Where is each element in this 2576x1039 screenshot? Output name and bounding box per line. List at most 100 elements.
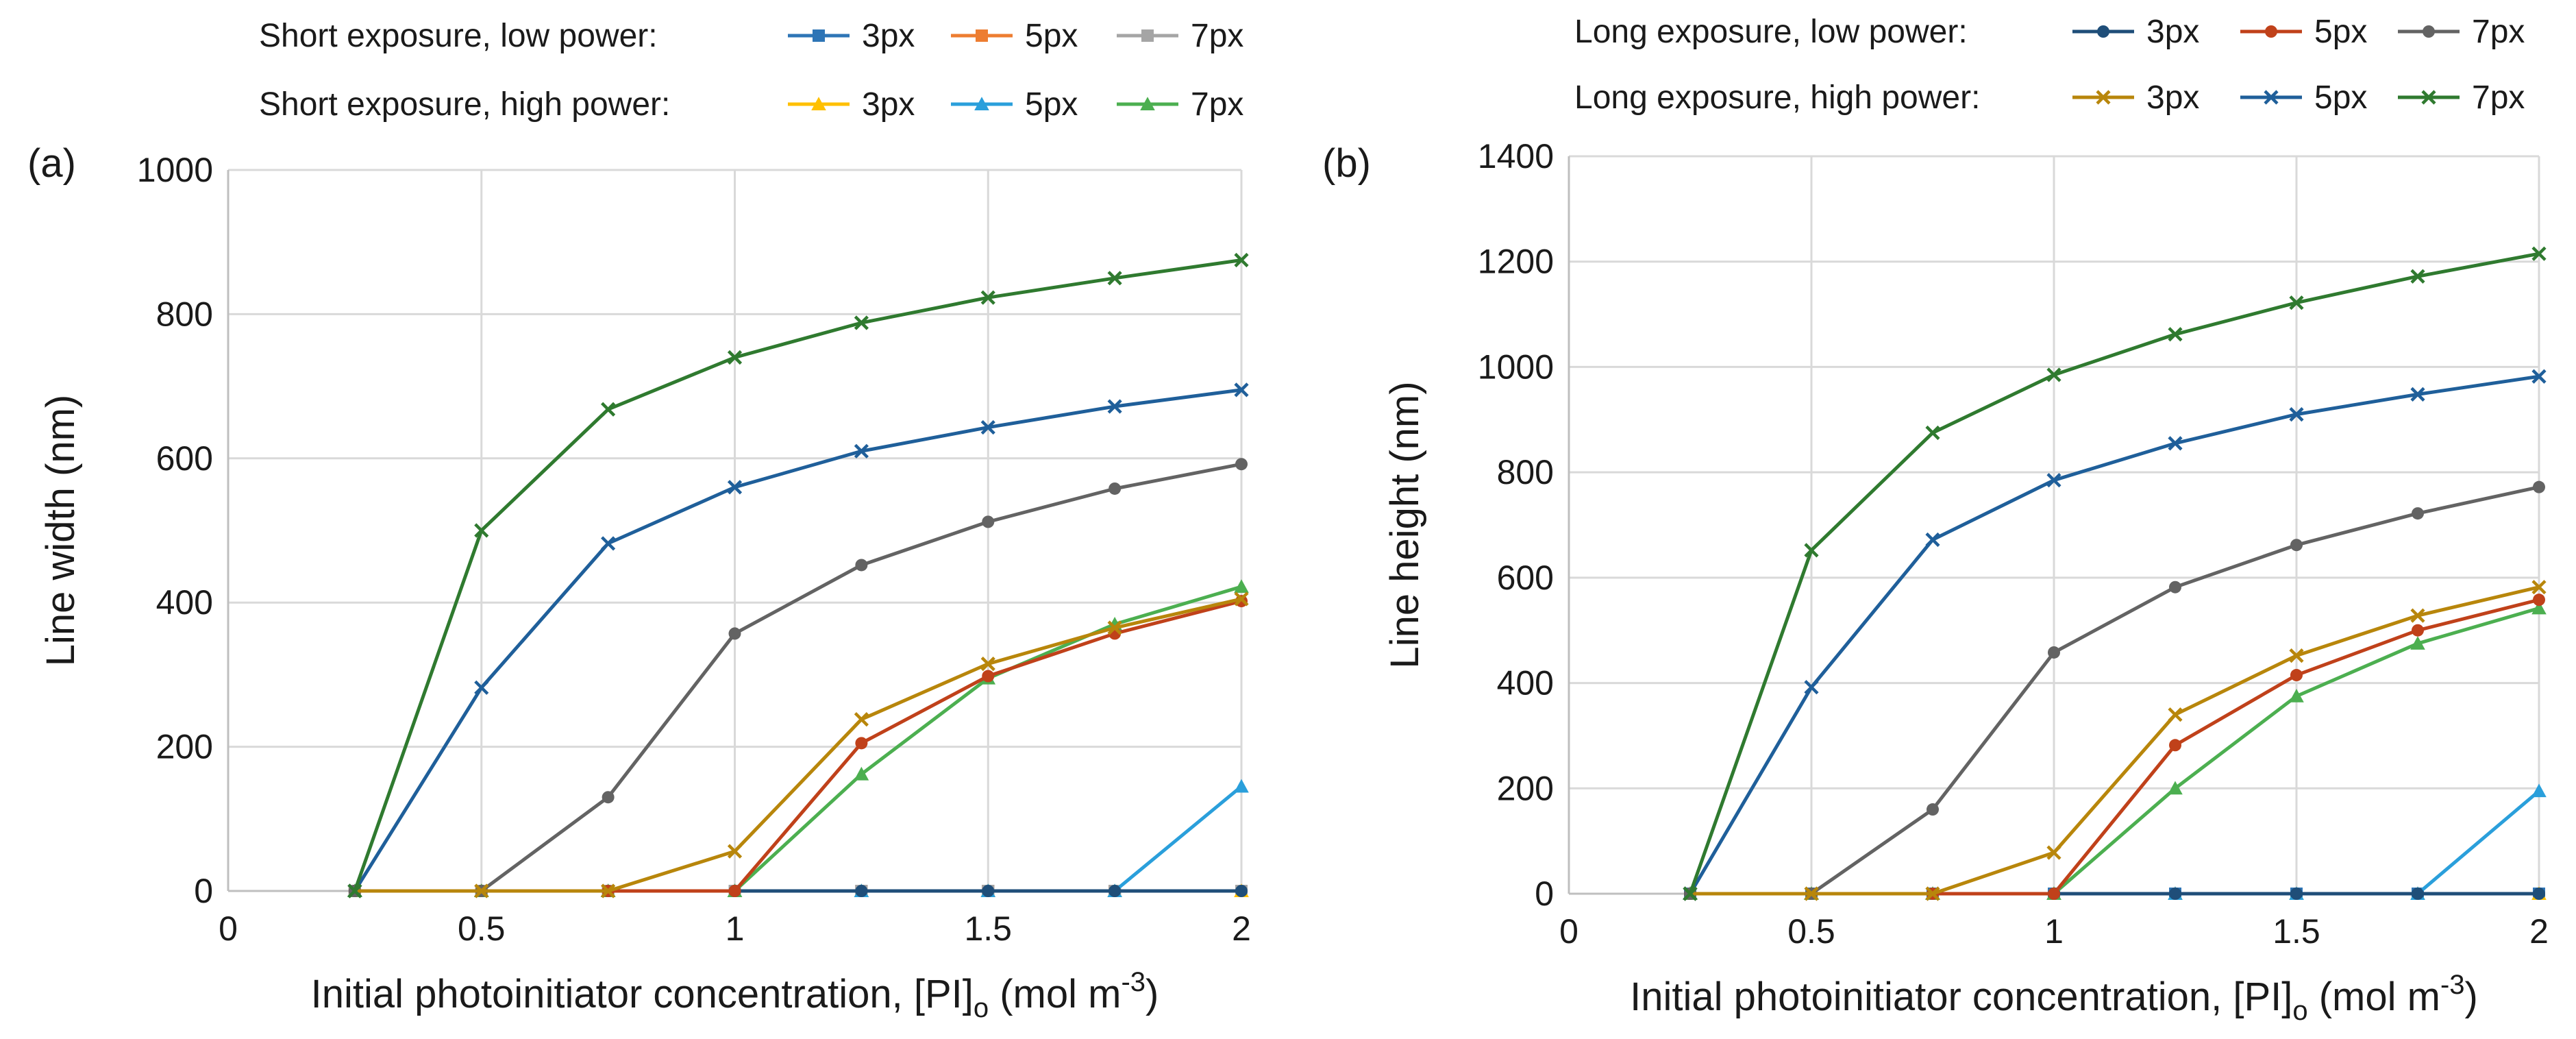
x-marker: [2264, 90, 2279, 105]
y-tick-label: 600: [156, 439, 213, 478]
panel-label: (a): [27, 141, 76, 186]
triangle-marker: [2410, 636, 2425, 650]
series-line: [1688, 252, 2540, 894]
series-5px: [347, 779, 1249, 897]
triangle-marker: [811, 97, 826, 110]
legend-entry: 5px: [951, 18, 1078, 54]
x-marker: [2531, 580, 2547, 595]
triangle-marker: [2289, 688, 2304, 702]
series-long-high-7px: [347, 252, 1249, 899]
chart-panel-b: 0 200 400 600 800 1000 1200 1400 0 0.5 1 1.5 2 (b) Lin…: [1322, 14, 2549, 1026]
series-line: [1690, 485, 2540, 896]
x-marker: [474, 680, 489, 695]
circle-marker: [728, 627, 741, 640]
x-marker: [854, 443, 869, 459]
x-marker: [1234, 382, 1249, 398]
y-tick-label: 1400: [1478, 137, 1554, 175]
y-axis-title: Line height (nm): [1383, 381, 1427, 668]
circle-marker: [2533, 888, 2545, 900]
circle-marker: [1235, 885, 1248, 897]
legend-entry: 5px: [2240, 80, 2367, 116]
y-tick-label: 0: [194, 872, 213, 910]
circle-marker: [2412, 888, 2424, 900]
circle-marker: [2048, 888, 2060, 900]
x-axis-title-unit-end: ): [2465, 975, 2478, 1019]
x-marker: [727, 480, 743, 495]
circle-marker: [982, 670, 995, 683]
circle-marker: [2169, 888, 2181, 900]
legend-label: 5px: [1025, 18, 1078, 54]
legend-entry: 3px: [2072, 14, 2199, 50]
y-tick-label: 200: [1497, 769, 1554, 807]
x-marker: [854, 315, 869, 330]
circle-marker: [2097, 25, 2109, 38]
square-marker: [813, 29, 825, 42]
x-marker: [854, 712, 869, 727]
y-tick-label: 400: [1497, 664, 1554, 702]
legend-label: 7px: [2472, 80, 2525, 116]
legend-label: 7px: [2472, 14, 2525, 50]
x-marker: [601, 402, 616, 417]
x-marker: [2289, 407, 2304, 422]
series-line: [1690, 598, 2540, 896]
legend-entry: 3px: [788, 86, 915, 123]
y-axis-title: Line width (nm): [38, 395, 83, 666]
x-marker: [1107, 399, 1122, 414]
x-axis-title-superscript: -3: [2440, 970, 2465, 1000]
legend-label: 7px: [1191, 18, 1243, 54]
x-axis-title: Initial photoinitiator concentration, [P…: [1630, 970, 2478, 1026]
circle-marker: [2048, 646, 2060, 659]
circle-marker: [728, 885, 741, 897]
x-tick-label: 0: [219, 909, 238, 948]
x-tick-label: 1: [726, 909, 745, 948]
x-marker: [601, 883, 616, 899]
legend-label: 3px: [862, 18, 915, 54]
x-marker: [2531, 369, 2547, 384]
triangle-marker: [1140, 97, 1155, 110]
x-marker: [1107, 620, 1122, 635]
triangle-marker: [1234, 579, 1249, 594]
circle-marker: [1109, 885, 1122, 897]
x-tick-label: 1.5: [2272, 912, 2320, 951]
x-marker: [2046, 473, 2061, 488]
y-tick-label: 800: [1497, 453, 1554, 491]
circle-marker: [2290, 669, 2303, 682]
x-tick-label: 0: [1559, 912, 1578, 951]
circle-marker: [2290, 539, 2303, 552]
legend-label: 5px: [1025, 86, 1078, 123]
circle-marker: [855, 559, 868, 572]
circle-marker: [2423, 25, 2435, 38]
x-marker: [347, 883, 362, 899]
x-axis-title-unit: (mol m: [2308, 975, 2440, 1019]
circle-marker: [1235, 458, 1248, 471]
triangle-marker: [1234, 779, 1249, 793]
x-marker: [2168, 707, 2183, 722]
series-line: [1690, 607, 2540, 896]
legend-entry: 7px: [1117, 18, 1243, 54]
circle-marker: [855, 737, 868, 750]
x-marker: [601, 536, 616, 551]
square-marker: [976, 29, 988, 42]
x-marker: [2168, 436, 2183, 451]
circle-marker: [2290, 888, 2303, 900]
x-tick-label: 0.5: [1787, 912, 1835, 951]
legend-entry: 7px: [1117, 86, 1243, 123]
x-marker: [1804, 543, 1819, 558]
x-marker: [2410, 269, 2425, 284]
circle-marker: [1109, 482, 1122, 495]
x-marker: [1925, 886, 1940, 901]
x-marker: [1925, 532, 1940, 548]
triangle-marker: [2531, 783, 2547, 798]
x-marker: [2046, 845, 2061, 860]
x-marker: [1804, 886, 1819, 901]
x-marker: [980, 657, 995, 672]
x-tick-label: 2: [2529, 912, 2549, 951]
x-marker: [1804, 680, 1819, 695]
circle-marker: [982, 515, 995, 528]
series-line: [353, 258, 1242, 892]
x-marker: [2096, 90, 2111, 105]
series-line: [1688, 374, 2540, 895]
legend-label: 7px: [1191, 86, 1243, 123]
y-tick-label: 0: [1535, 875, 1554, 913]
x-marker: [2289, 295, 2304, 310]
